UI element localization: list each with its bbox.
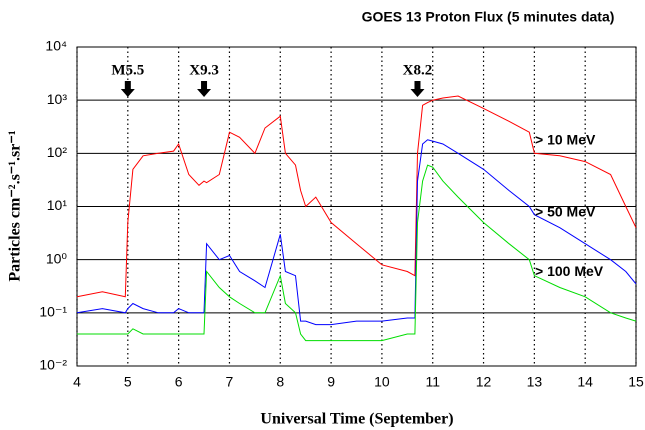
x-tick-label: 15 <box>628 374 644 390</box>
y-tick-label: 10³ <box>47 91 68 107</box>
x-tick-label: 6 <box>175 374 183 390</box>
x-tick-label: 10 <box>374 374 390 390</box>
y-tick-label: 10⁻¹ <box>39 304 67 320</box>
x-tick-label: 9 <box>327 374 335 390</box>
annotation-arrow <box>410 81 425 97</box>
y-tick-label: 10⁻² <box>39 357 67 373</box>
annotation-label: X9.3 <box>189 62 219 78</box>
x-tick-label: 5 <box>124 374 132 390</box>
chart-title: GOES 13 Proton Flux (5 minutes data) <box>362 9 615 25</box>
x-tick-label: 14 <box>577 374 593 390</box>
plot-frame <box>76 46 637 367</box>
y-tick-label: 10¹ <box>47 197 68 213</box>
x-tick-label: 13 <box>527 374 543 390</box>
x-tick-label: 7 <box>226 374 234 390</box>
series-label: > 10 MeV <box>535 131 596 147</box>
annotation-arrow <box>197 81 212 97</box>
series-line <box>76 139 637 326</box>
y-axis-label: Particles cm⁻².s⁻¹.sr⁻¹ <box>7 130 24 281</box>
series-label: > 50 MeV <box>535 203 596 219</box>
annotation-label: X8.2 <box>403 62 433 78</box>
annotation-arrow <box>120 81 135 97</box>
series-line <box>76 95 637 298</box>
annotation-label: M5.5 <box>111 62 144 78</box>
x-tick-label: 11 <box>425 374 440 390</box>
series-label: > 100 MeV <box>535 263 604 279</box>
series-line <box>77 164 637 342</box>
x-tick-label: 8 <box>276 374 284 390</box>
y-tick-label: 10² <box>47 144 68 160</box>
x-tick-label: 12 <box>476 374 492 390</box>
x-tick-label: 4 <box>73 374 81 390</box>
y-tick-label: 10⁴ <box>45 38 67 54</box>
x-axis-label: Universal Time (September) <box>260 411 453 428</box>
y-tick-label: 10⁰ <box>46 250 68 266</box>
